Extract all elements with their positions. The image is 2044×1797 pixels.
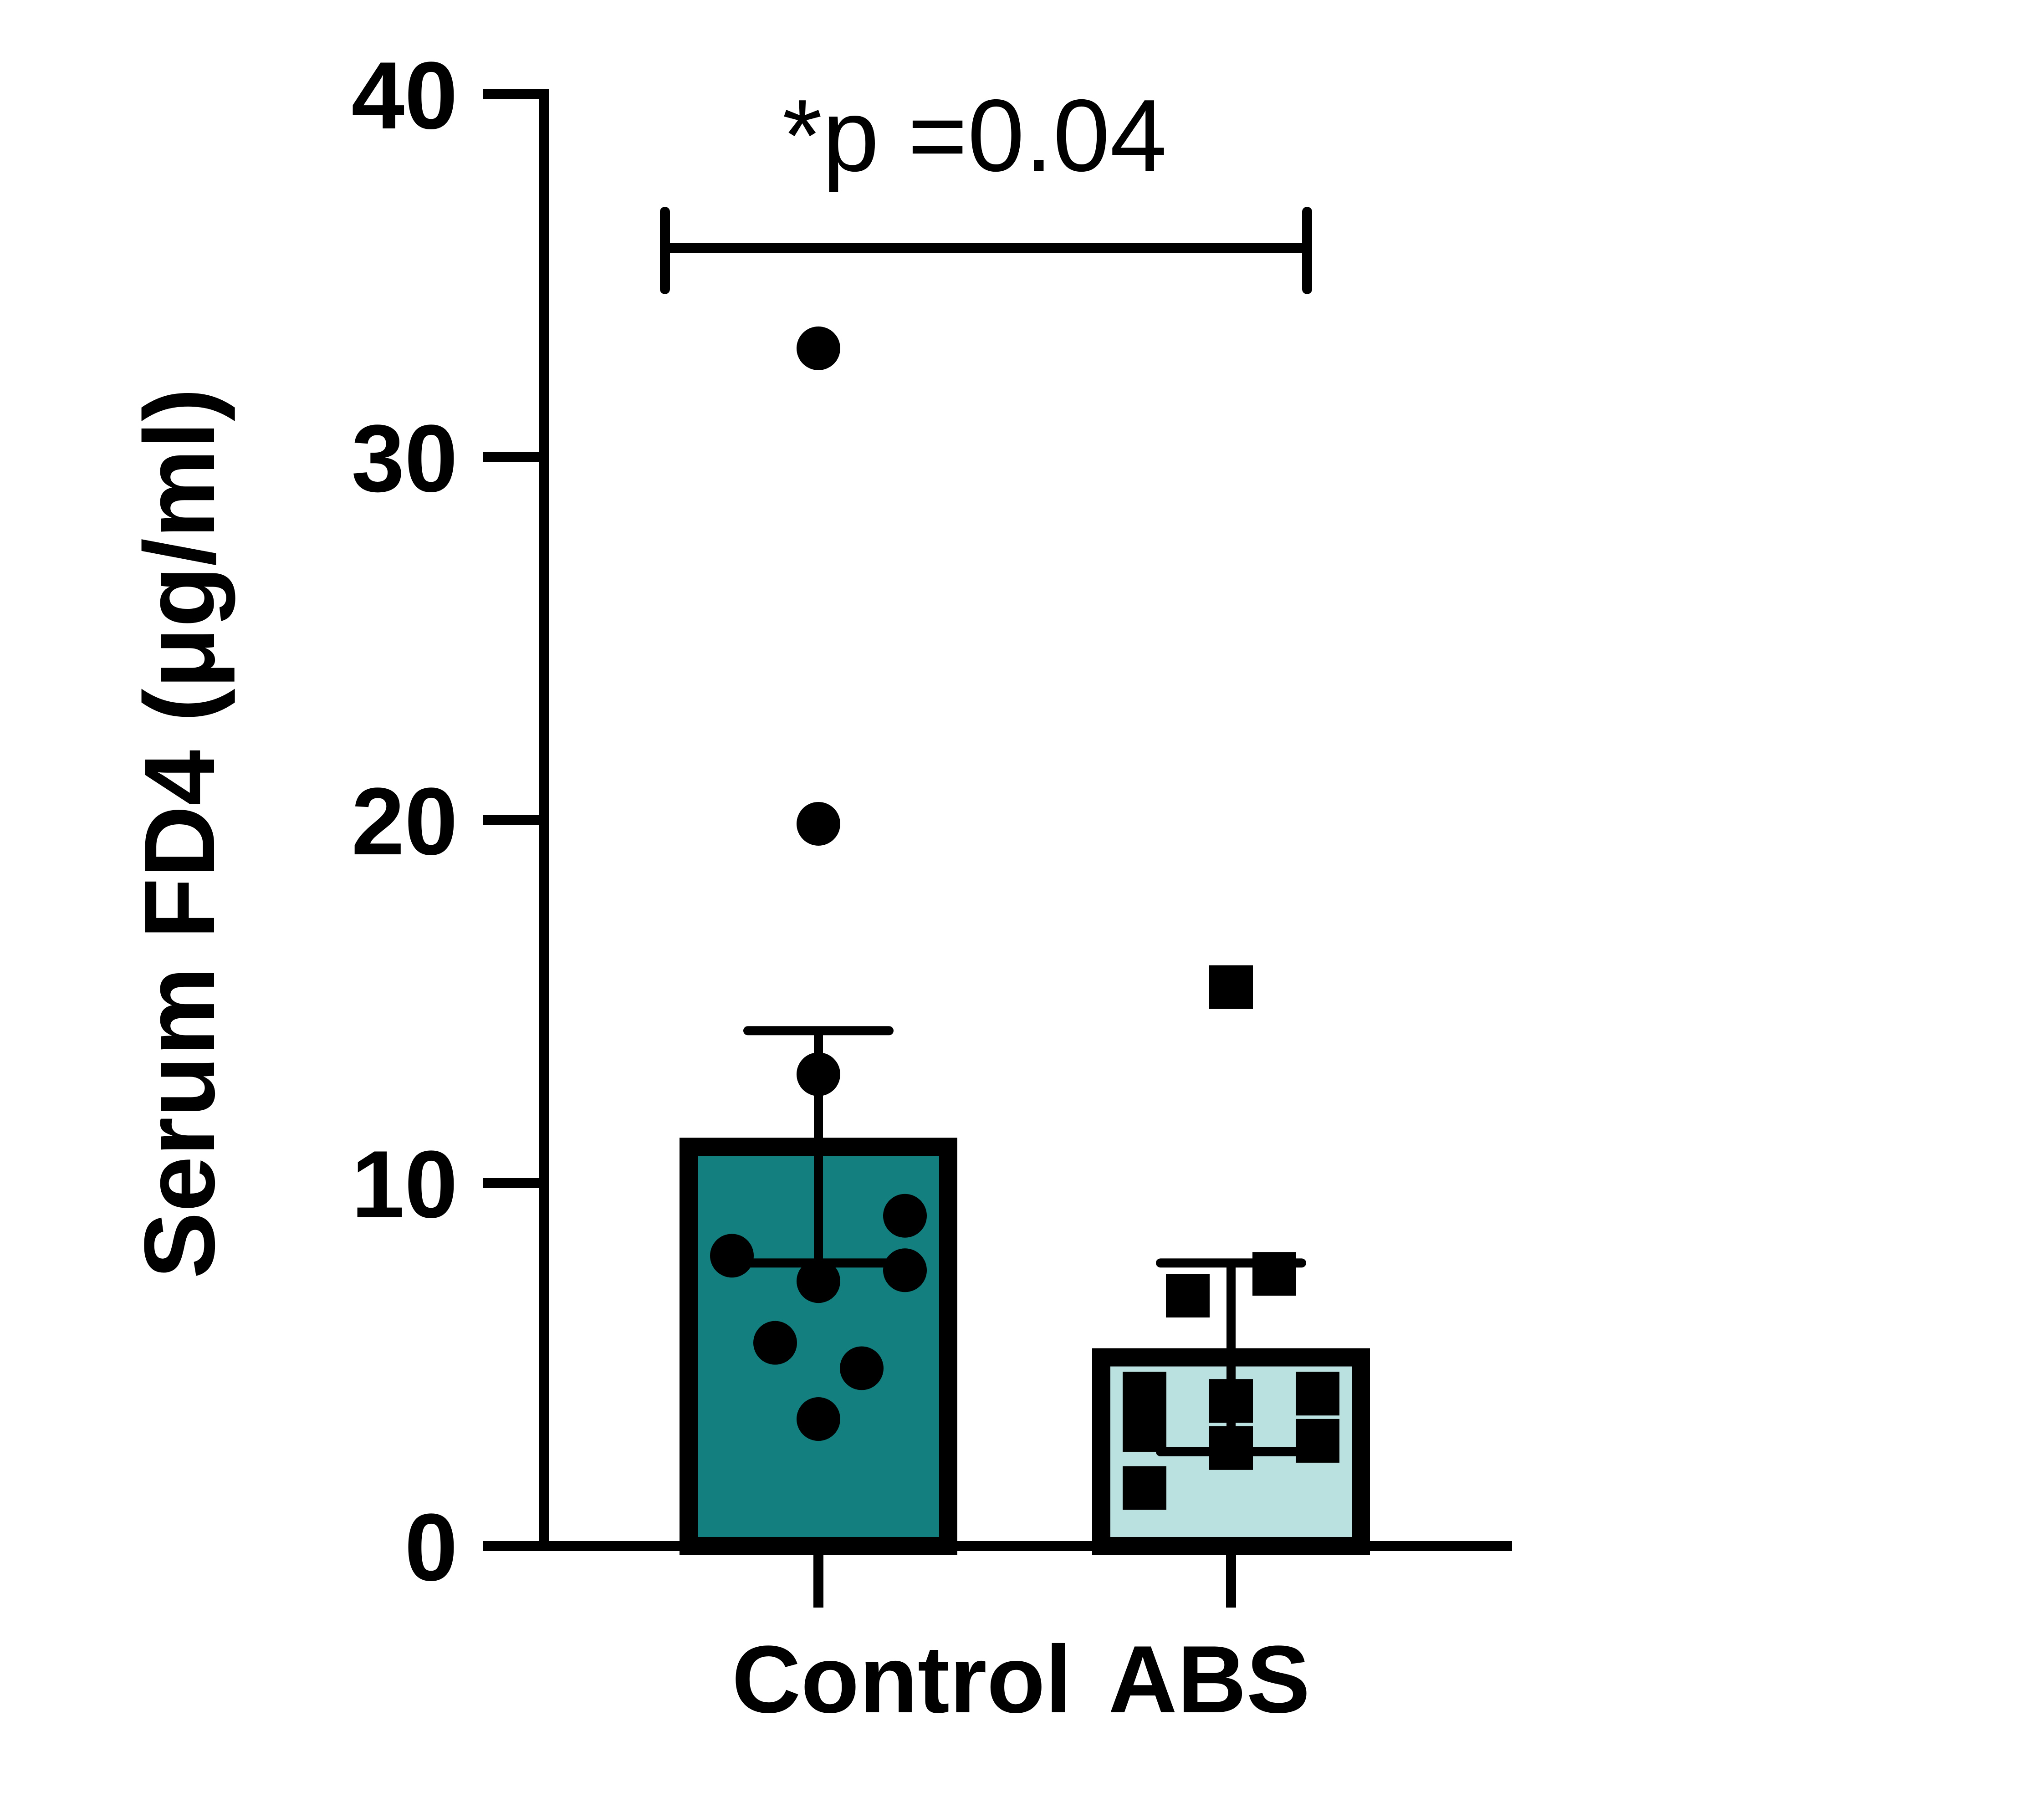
data-point-abs xyxy=(1166,1274,1210,1318)
y-tick-label: 30 xyxy=(351,405,458,512)
data-point-control xyxy=(797,1397,840,1441)
y-tick-label: 0 xyxy=(404,1494,458,1601)
data-point-control xyxy=(753,1321,797,1365)
x-category-label: ABS xyxy=(1108,1626,1310,1733)
data-point-control xyxy=(883,1194,927,1238)
data-point-control xyxy=(797,802,840,846)
p-value-label: *p =0.04 xyxy=(782,78,1167,193)
data-points xyxy=(710,326,1339,1510)
data-point-control xyxy=(797,1052,840,1096)
data-point-control xyxy=(710,1234,754,1278)
data-point-control xyxy=(797,1259,840,1303)
data-point-abs xyxy=(1209,965,1253,1009)
data-point-abs xyxy=(1123,1466,1166,1510)
data-point-abs xyxy=(1123,1408,1166,1452)
x-category-label: Control xyxy=(732,1626,1072,1733)
y-axis-label: Serum FD4 (μg/ml) xyxy=(123,388,235,1279)
data-point-control xyxy=(797,326,840,370)
significance-annotation: *p =0.04 xyxy=(660,78,1312,294)
y-tick-label: 40 xyxy=(351,42,458,149)
data-point-control xyxy=(840,1346,884,1390)
data-point-abs xyxy=(1296,1372,1339,1416)
data-point-abs xyxy=(1252,1252,1296,1296)
data-point-control xyxy=(883,1248,927,1292)
y-tick-label: 20 xyxy=(351,768,458,875)
y-tick-label: 10 xyxy=(351,1131,458,1238)
data-point-abs xyxy=(1209,1379,1253,1423)
data-point-abs xyxy=(1209,1426,1253,1470)
data-point-abs xyxy=(1296,1419,1339,1463)
labels: 0 10 20 30 40 Control ABS Serum FD4 (μg/ml) xyxy=(123,42,1310,1733)
